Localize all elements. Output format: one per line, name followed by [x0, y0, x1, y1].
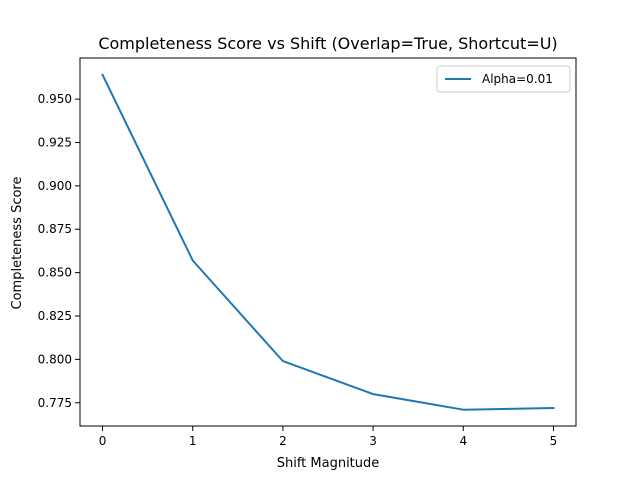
x-tick-label: 5 — [550, 434, 558, 448]
y-tick-label: 0.925 — [38, 135, 72, 149]
data-point — [101, 74, 104, 76]
y-tick-label: 0.800 — [38, 352, 72, 366]
data-point — [372, 393, 374, 395]
data-point — [462, 408, 465, 411]
y-tick-label: 0.825 — [38, 309, 72, 323]
x-tick-label: 4 — [459, 434, 467, 448]
chart-title: Completeness Score vs Shift (Overlap=Tru… — [98, 34, 557, 53]
x-tick-label: 2 — [279, 434, 287, 448]
y-tick-label: 0.850 — [38, 266, 72, 280]
data-point — [552, 407, 555, 409]
legend-label: Alpha=0.01 — [482, 72, 553, 86]
legend-box — [436, 65, 571, 93]
plot-area: 0 1 2 3 4 5 0.775 0.800 0.825 0.850 0.875 0.900 0.92… — [38, 57, 577, 448]
y-tick-label: 0.950 — [38, 92, 72, 106]
x-axis-label: Shift Magnitude — [277, 456, 380, 471]
x-tick-label: 3 — [369, 434, 377, 448]
y-tick-label: 0.875 — [38, 222, 72, 236]
y-axis-label: Completeness Score — [10, 177, 25, 310]
data-point — [282, 360, 284, 362]
x-tick-label: 0 — [99, 434, 107, 448]
y-tick-label: 0.900 — [38, 179, 72, 193]
x-tick-label: 1 — [189, 434, 197, 448]
legend: Alpha=0.01 — [436, 65, 571, 93]
data-point — [191, 259, 194, 262]
axes-frame — [79, 57, 577, 427]
series-line-0 — [101, 73, 555, 411]
y-tick-label: 0.775 — [38, 396, 72, 410]
